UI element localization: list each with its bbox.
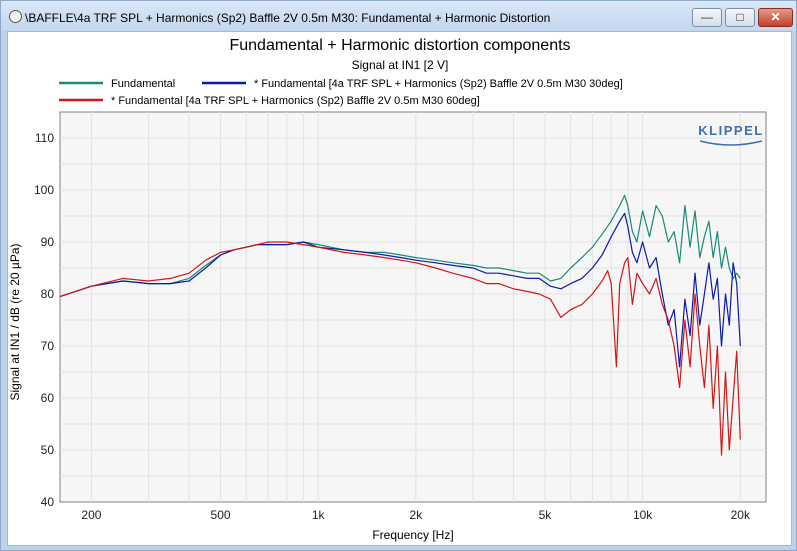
x-tick-label: 500 xyxy=(211,508,231,522)
chart-title: Fundamental + Harmonic distortion compon… xyxy=(229,37,570,54)
title-bar[interactable]: \BAFFLE\4a TRF SPL + Harmonics (Sp2) Baf… xyxy=(1,1,796,31)
plot-area xyxy=(59,111,767,503)
chart-subtitle: Signal at IN1 [2 V] xyxy=(352,58,449,72)
window-title: \BAFFLE\4a TRF SPL + Harmonics (Sp2) Baf… xyxy=(25,11,551,25)
y-tick-label: 90 xyxy=(41,235,55,249)
app-icon xyxy=(9,10,22,23)
y-axis-label: Signal at IN1 / dB (re 20 µPa) xyxy=(8,244,22,401)
legend-label-60deg: * Fundamental [4a TRF SPL + Harmonics (S… xyxy=(111,95,480,107)
y-tick-label: 60 xyxy=(41,391,55,405)
x-tick-labels: 200 500 1k 2k 5k 10k 20k xyxy=(81,508,751,522)
x-axis-label: Frequency [Hz] xyxy=(372,528,453,542)
chart-svg: Fundamental + Harmonic distortion compon… xyxy=(8,37,767,542)
grid xyxy=(60,112,766,502)
y-tick-labels: 40 50 60 70 80 90 100 110 xyxy=(34,131,54,509)
y-tick-label: 70 xyxy=(41,339,55,353)
x-tick-label: 10k xyxy=(633,508,653,522)
y-tick-label: 100 xyxy=(34,183,54,197)
chart-panel: Fundamental + Harmonic distortion compon… xyxy=(7,31,792,546)
x-tick-label: 2k xyxy=(410,508,424,522)
x-tick-label: 1k xyxy=(312,508,326,522)
klippel-logo: KLIPPEL xyxy=(698,123,763,146)
y-tick-label: 40 xyxy=(41,495,55,509)
minimize-button[interactable]: — xyxy=(692,8,722,27)
logo-text: KLIPPEL xyxy=(698,123,763,138)
legend-label-fundamental: Fundamental xyxy=(111,78,175,90)
y-tick-label: 110 xyxy=(35,131,54,145)
x-tick-label: 20k xyxy=(731,508,751,522)
x-tick-label: 5k xyxy=(539,508,553,522)
legend-label-30deg: * Fundamental [4a TRF SPL + Harmonics (S… xyxy=(254,78,623,90)
legend: Fundamental * Fundamental [4a TRF SPL + … xyxy=(59,78,623,107)
logo-swoosh xyxy=(699,140,763,146)
y-tick-label: 50 xyxy=(41,443,55,457)
series-60deg xyxy=(59,241,741,456)
close-button[interactable]: ✕ xyxy=(758,8,793,27)
y-tick-label: 80 xyxy=(41,287,55,301)
series-layer xyxy=(59,194,741,456)
maximize-button[interactable]: □ xyxy=(725,8,755,27)
x-tick-label: 200 xyxy=(81,508,101,522)
